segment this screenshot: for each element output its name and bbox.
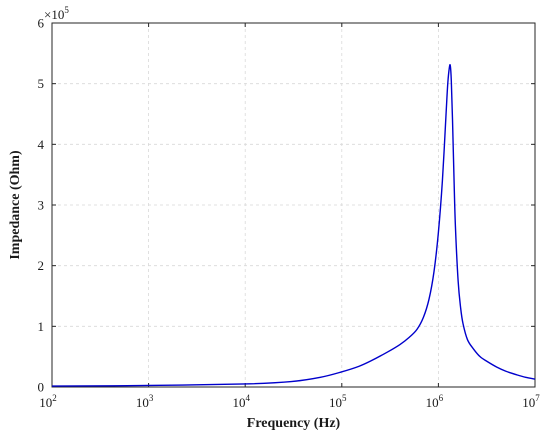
y-tick-label: 6 (38, 16, 45, 31)
y-multiplier-exponent: 5 (64, 5, 69, 15)
x-tick-label: 107 (522, 393, 540, 410)
y-axis-label: Impedance (Ohm) (8, 150, 23, 260)
x-tick-base: 10 (232, 395, 245, 410)
x-axis-label: Frequency (Hz) (247, 416, 341, 431)
grid (52, 23, 535, 387)
x-tick-exponent: 6 (439, 393, 444, 403)
x-tick-exponent: 4 (245, 393, 250, 403)
x-tick-base: 10 (136, 395, 149, 410)
y-tick-label: 2 (38, 258, 45, 273)
y-tick-label: 5 (38, 76, 45, 91)
x-tick-exponent: 2 (52, 393, 57, 403)
y-tick-label: 3 (38, 198, 45, 213)
x-tick-exponent: 7 (535, 393, 540, 403)
x-tick-label: 102 (39, 393, 57, 410)
x-tick-base: 10 (426, 395, 439, 410)
x-tick-label: 106 (426, 393, 444, 410)
y-multiplier: ×105 (44, 5, 69, 22)
series (51, 64, 536, 387)
y-tick-label: 1 (38, 319, 45, 334)
x-tick-exponent: 5 (342, 393, 347, 403)
y-tick-label: 0 (38, 380, 45, 395)
y-tick-label: 4 (38, 137, 45, 152)
x-tick-base: 10 (329, 395, 342, 410)
x-tick-base: 10 (522, 395, 535, 410)
x-tick-exponent: 3 (149, 393, 154, 403)
x-tick-label: 104 (232, 393, 250, 410)
impedance-series-line (51, 64, 536, 387)
x-tick-base: 10 (39, 395, 52, 410)
x-tick-label: 105 (329, 393, 347, 410)
x-tick-label: 103 (136, 393, 154, 410)
